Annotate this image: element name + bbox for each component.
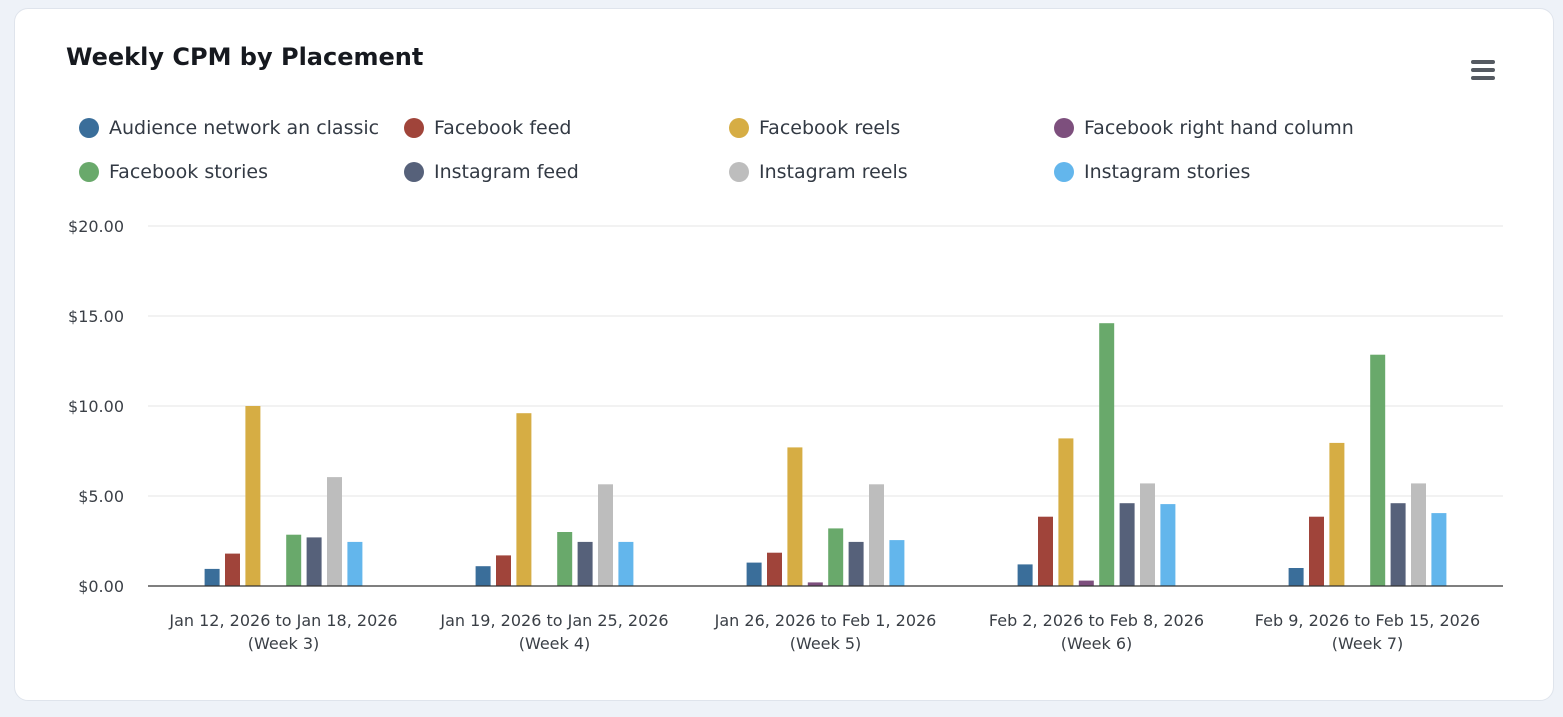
- x-tick-label: Jan 12, 2026 to Jan 18, 2026: [168, 611, 397, 630]
- legend-marker: [729, 118, 749, 138]
- bar[interactable]: [306, 537, 322, 586]
- legend-item[interactable]: Facebook reels: [729, 117, 900, 139]
- bar[interactable]: [1078, 580, 1094, 586]
- bar[interactable]: [1099, 323, 1115, 586]
- bar[interactable]: [618, 541, 634, 586]
- legend-label: Instagram stories: [1084, 161, 1251, 183]
- bar[interactable]: [1390, 503, 1406, 586]
- legend-item[interactable]: Instagram feed: [404, 161, 579, 183]
- bar[interactable]: [327, 477, 342, 586]
- x-tick-label: Feb 2, 2026 to Feb 8, 2026: [989, 611, 1204, 630]
- bar[interactable]: [1017, 564, 1033, 586]
- legend-label: Instagram feed: [434, 161, 579, 183]
- legend-marker: [404, 162, 424, 182]
- legend-label: Facebook stories: [109, 161, 268, 183]
- y-tick-label: $10.00: [68, 397, 124, 416]
- legend-label: Audience network an classic: [109, 117, 380, 139]
- bar[interactable]: [225, 553, 240, 586]
- y-tick-label: $0.00: [78, 577, 124, 596]
- legend-marker: [729, 162, 749, 182]
- legend-label: Facebook feed: [434, 117, 572, 139]
- bar[interactable]: [767, 552, 782, 586]
- bar[interactable]: [1160, 504, 1176, 586]
- bar[interactable]: [204, 568, 220, 586]
- bar[interactable]: [787, 447, 803, 586]
- legend-marker: [79, 162, 99, 182]
- bar[interactable]: [1329, 442, 1345, 586]
- y-tick-label: $15.00: [68, 307, 124, 326]
- x-tick-label: Feb 9, 2026 to Feb 15, 2026: [1255, 611, 1480, 630]
- legend-label: Facebook right hand column: [1084, 117, 1354, 139]
- x-tick-label: (Week 4): [519, 634, 591, 653]
- bar[interactable]: [889, 540, 905, 586]
- bar[interactable]: [1119, 503, 1135, 586]
- legend-item[interactable]: Facebook right hand column: [1054, 117, 1354, 139]
- y-tick-label: $20.00: [68, 217, 124, 236]
- bar[interactable]: [807, 582, 823, 586]
- bar[interactable]: [1411, 483, 1426, 586]
- bar[interactable]: [496, 555, 511, 586]
- bar[interactable]: [516, 413, 532, 586]
- legend-marker: [404, 118, 424, 138]
- bar[interactable]: [347, 541, 363, 586]
- bar[interactable]: [1038, 516, 1053, 586]
- legend-label: Instagram reels: [759, 161, 908, 183]
- legend-marker: [79, 118, 99, 138]
- bar[interactable]: [848, 541, 864, 586]
- legend-item[interactable]: Facebook stories: [79, 161, 268, 183]
- bar[interactable]: [598, 484, 613, 586]
- x-tick-label: (Week 3): [248, 634, 320, 653]
- legend-label: Facebook reels: [759, 117, 901, 139]
- bar[interactable]: [1370, 354, 1386, 586]
- chart-menu-hamburger-icon[interactable]: [1469, 59, 1497, 81]
- bar[interactable]: [828, 528, 844, 586]
- legend-marker: [1054, 118, 1074, 138]
- bar[interactable]: [286, 534, 302, 586]
- bar[interactable]: [245, 406, 261, 586]
- bar[interactable]: [1140, 483, 1155, 586]
- bar[interactable]: [1431, 513, 1447, 586]
- legend-item[interactable]: Instagram stories: [1054, 161, 1250, 183]
- x-tick-label: Jan 19, 2026 to Jan 25, 2026: [439, 611, 668, 630]
- legend-item[interactable]: Instagram reels: [729, 161, 908, 183]
- bar[interactable]: [1058, 438, 1074, 586]
- x-tick-label: Jan 26, 2026 to Feb 1, 2026: [714, 611, 937, 630]
- legend-item[interactable]: Facebook feed: [404, 117, 571, 139]
- legend-marker: [1054, 162, 1074, 182]
- bar[interactable]: [577, 541, 593, 586]
- bar[interactable]: [1309, 516, 1324, 586]
- x-tick-label: (Week 7): [1332, 634, 1404, 653]
- x-tick-label: (Week 6): [1061, 634, 1133, 653]
- bar[interactable]: [869, 484, 884, 586]
- bar[interactable]: [557, 532, 573, 586]
- x-tick-label: (Week 5): [790, 634, 862, 653]
- bar[interactable]: [746, 562, 762, 586]
- bar[interactable]: [475, 566, 491, 586]
- y-tick-label: $5.00: [78, 487, 124, 506]
- chart-title: Weekly CPM by Placement: [66, 43, 424, 71]
- bar[interactable]: [1288, 568, 1304, 586]
- chart-legend: Audience network an classic Facebook feed…: [79, 117, 1479, 207]
- legend-item[interactable]: Audience network an classic: [79, 117, 379, 139]
